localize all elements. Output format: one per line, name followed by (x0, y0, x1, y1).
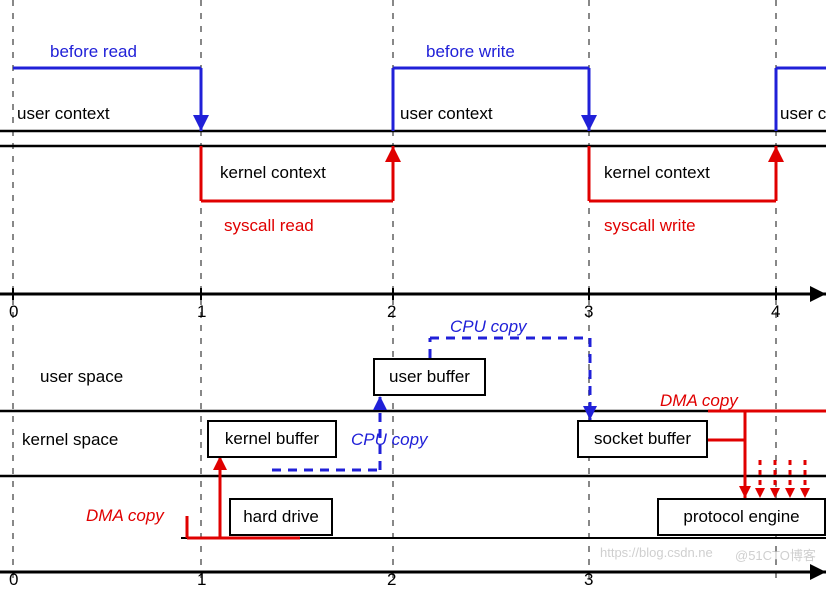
watermark-1: https://blog.csdn.ne (600, 545, 713, 560)
tick2-3: 3 (584, 570, 593, 590)
dma-copy-1: DMA copy (86, 506, 164, 526)
kernel-space-label: kernel space (22, 430, 118, 450)
dma-copy-2: DMA copy (660, 391, 738, 411)
user-space-label: user space (40, 367, 123, 387)
hard-drive-box: hard drive (229, 498, 333, 536)
tick-2: 2 (387, 302, 396, 322)
tick-1: 1 (197, 302, 206, 322)
protocol-engine-box: protocol engine (657, 498, 826, 536)
syscall-write-label: syscall write (604, 216, 696, 236)
cpu-copy-2: CPU copy (450, 317, 527, 337)
tick-3: 3 (584, 302, 593, 322)
tick2-0: 0 (9, 570, 18, 590)
tick2-1: 1 (197, 570, 206, 590)
before-write-label: before write (426, 42, 515, 62)
watermark-2: @51CTO博客 (735, 545, 816, 564)
tick-4: 4 (771, 302, 780, 322)
tick2-2: 2 (387, 570, 396, 590)
user-context-3: user context (780, 104, 826, 124)
kernel-context-1: kernel context (220, 163, 326, 183)
user-buffer-box: user buffer (373, 358, 486, 396)
tick-0: 0 (9, 302, 18, 322)
cpu-copy-1: CPU copy (351, 430, 428, 450)
kernel-context-2: kernel context (604, 163, 710, 183)
user-context-1: user context (17, 104, 110, 124)
before-read-label: before read (50, 42, 137, 62)
user-context-2: user context (400, 104, 493, 124)
socket-buffer-box: socket buffer (577, 420, 708, 458)
syscall-read-label: syscall read (224, 216, 314, 236)
kernel-buffer-box: kernel buffer (207, 420, 337, 458)
